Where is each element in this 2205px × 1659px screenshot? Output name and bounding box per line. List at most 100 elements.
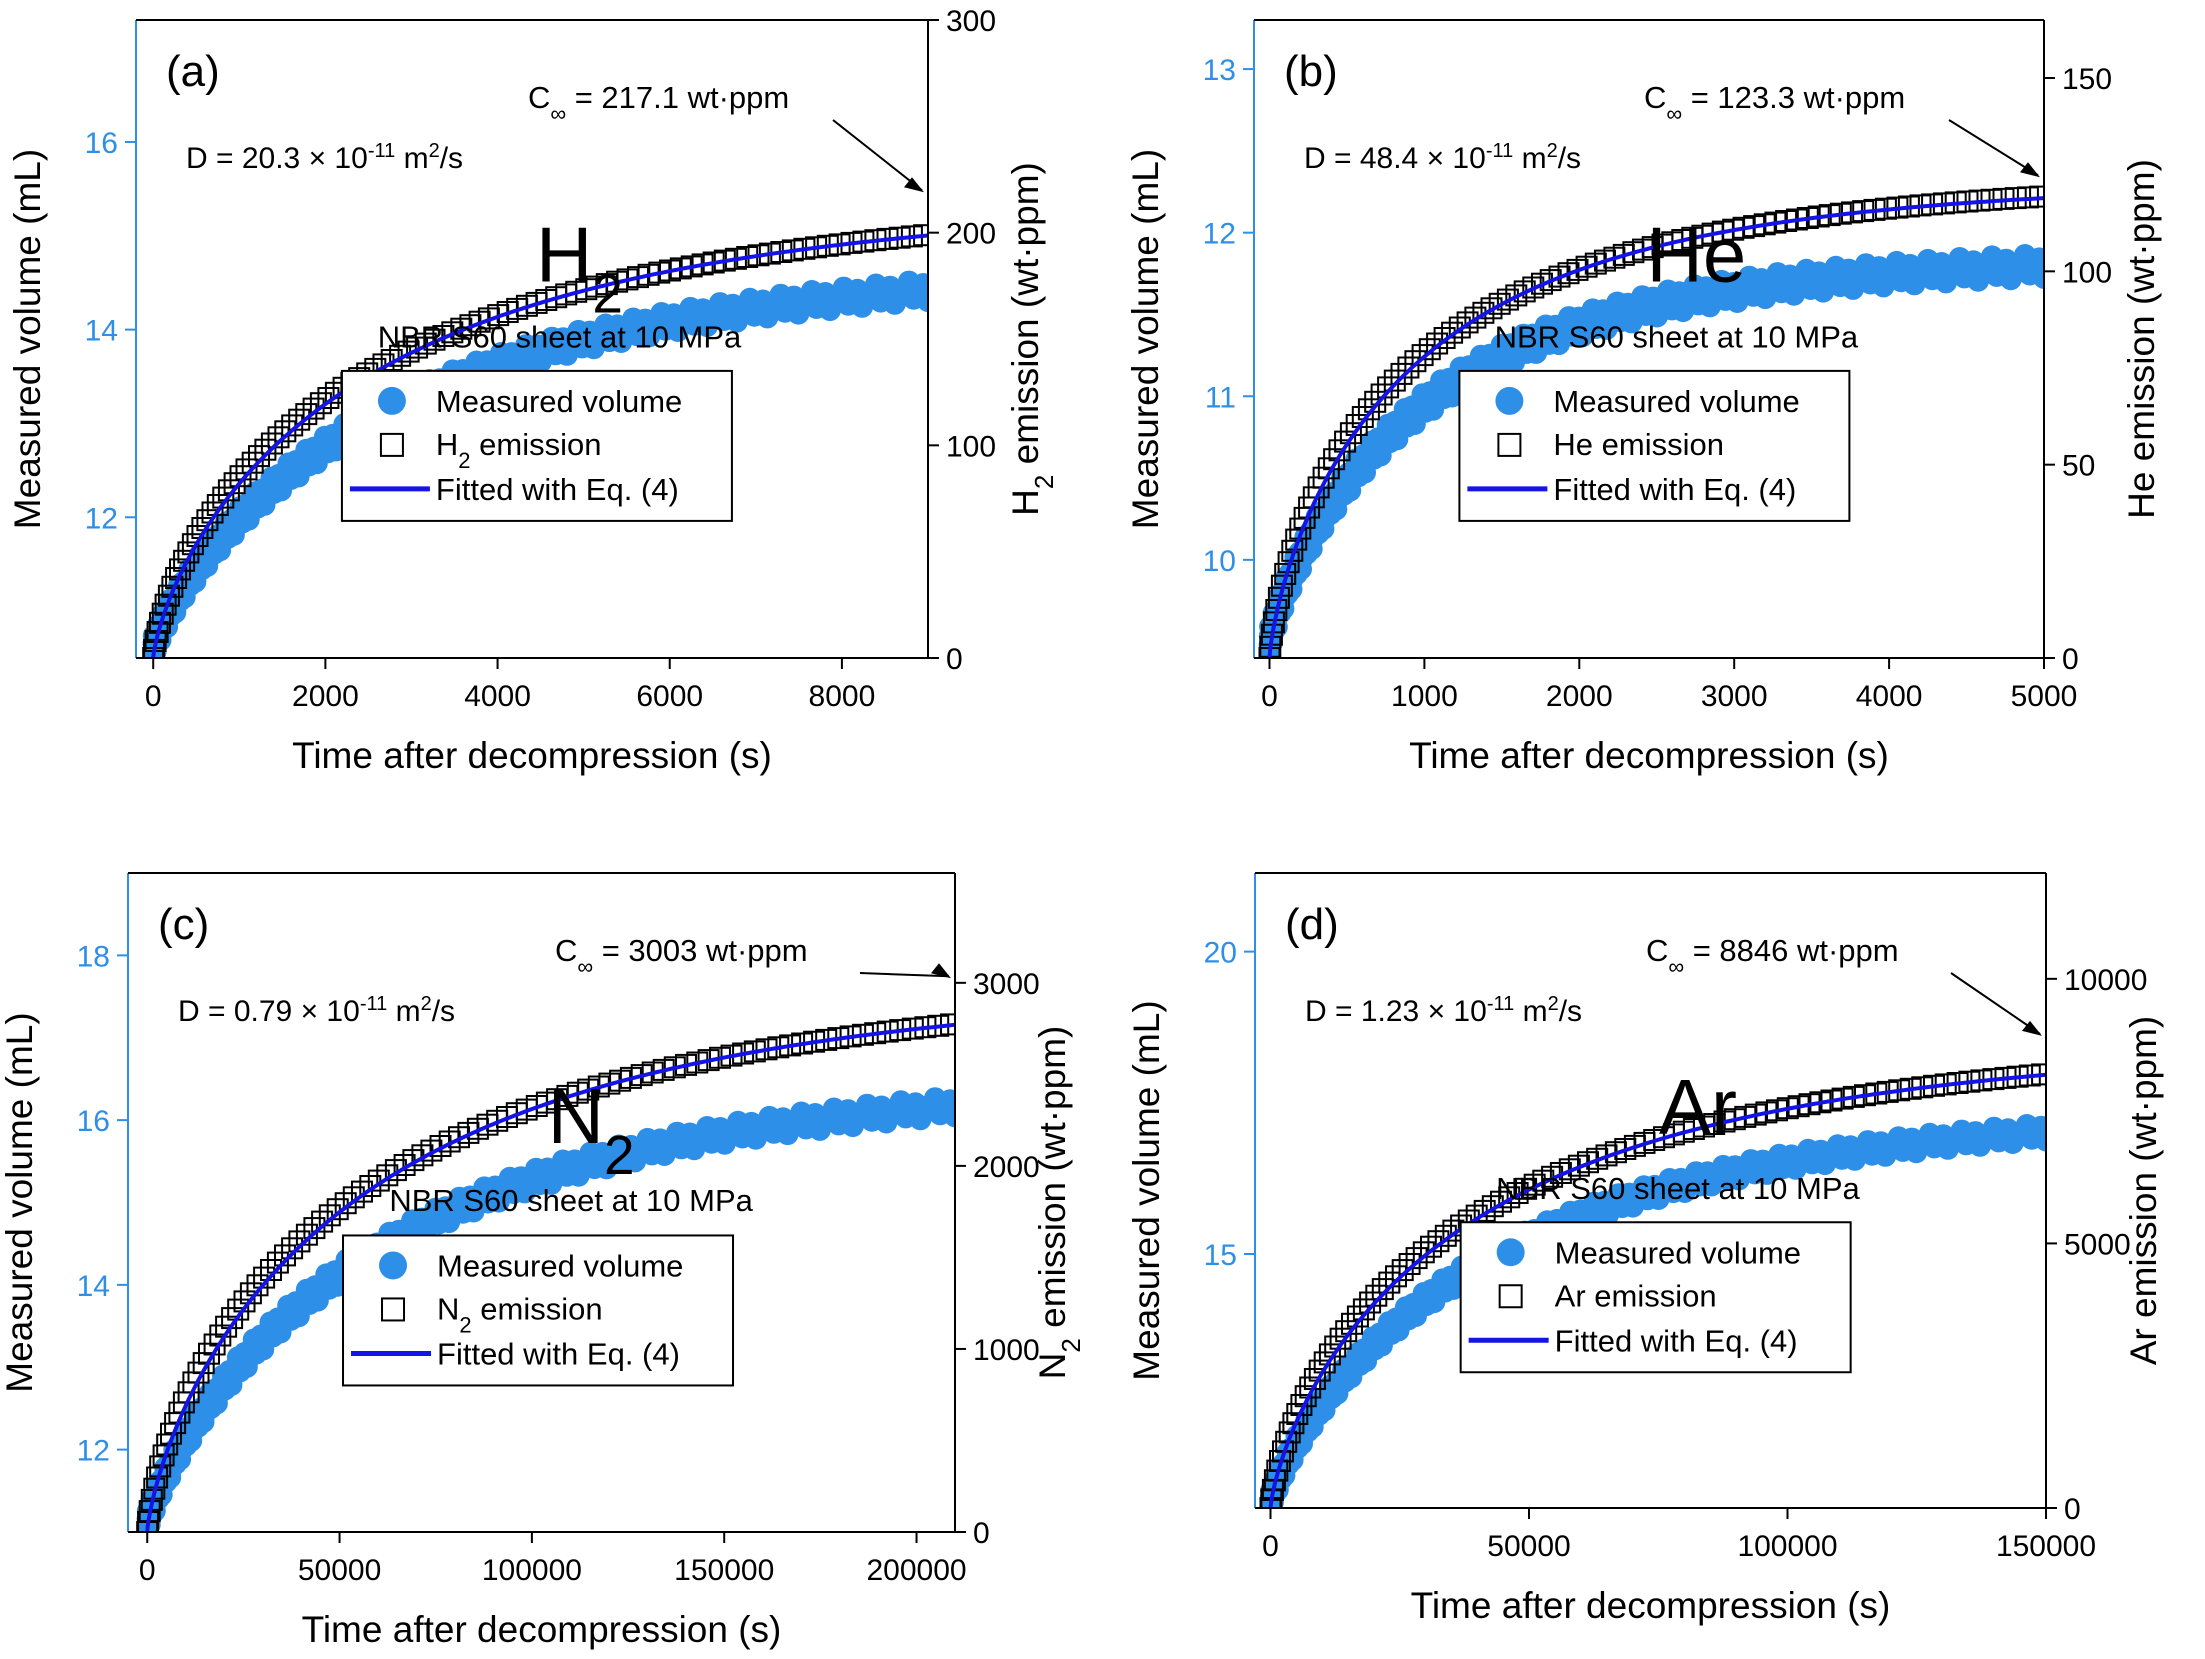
panel-label: (b) [1284, 47, 1338, 96]
emission-point [239, 1282, 262, 1305]
emission-point [1513, 280, 1536, 303]
x-tick-label: 0 [139, 1554, 156, 1587]
measured-volume-point [944, 1105, 955, 1128]
emission-point [260, 1259, 282, 1281]
emission-point [432, 325, 455, 347]
diffusivity-annotation: D = 0.79 × 10-11 m2/s [178, 993, 455, 1028]
legend-fit-label: Fitted with Eq. (4) [437, 1336, 680, 1371]
y-right-tick-label: 0 [946, 643, 963, 676]
y-right-tick-label: 150 [2062, 63, 2112, 96]
emission-point [2029, 185, 2044, 208]
diffusivity-annotation: D = 20.3 × 10-11 m2/s [186, 140, 463, 175]
c-infinity-arrowhead [2022, 1020, 2042, 1036]
y-right-tick-label: 100 [2062, 256, 2112, 289]
emission-point [212, 486, 235, 509]
y-left-tick-label: 18 [77, 940, 110, 973]
c-infinity-arrowhead [2020, 162, 2040, 178]
y-left-tick-label: 14 [85, 315, 118, 348]
y-right-axis-title: N2 emission (wt·ppm) [1032, 1026, 1086, 1380]
emission-point [1385, 1265, 1407, 1288]
x-axis-title: Time after decompression (s) [292, 735, 772, 776]
emission-point [1346, 1305, 1369, 1328]
y-left-tick-label: 13 [1203, 54, 1236, 87]
y-right-tick-label: 1000 [973, 1334, 1040, 1367]
x-tick-label: 2000 [292, 680, 359, 713]
legend-measured-marker [1495, 386, 1524, 415]
y-right-axis-title: H2 emission (wt·ppm) [1005, 162, 1059, 516]
emission-point [1523, 1173, 1546, 1196]
legend-emission-label: Ar emission [1555, 1278, 1717, 1313]
y-right-axis-title: He emission (wt·ppm) [2121, 159, 2162, 519]
measured-volume-point [917, 290, 928, 313]
emission-point [1383, 369, 1406, 392]
emission-point [1481, 1195, 1504, 1218]
y-right-tick-label: 3000 [973, 968, 1040, 1001]
emission-point [1397, 356, 1420, 379]
emission-point [1335, 1320, 1358, 1343]
measured-volume-point [2028, 247, 2044, 270]
y-right-tick-label: 0 [2064, 1493, 2081, 1526]
emission-point [1522, 276, 1545, 299]
y-right-tick-label: 300 [946, 5, 996, 38]
emission-point [1357, 398, 1380, 421]
emission-point [274, 1244, 296, 1267]
diffusivity-annotation: D = 1.23 × 10-11 m2/s [1305, 993, 1582, 1028]
c-infinity-arrow [1948, 119, 2039, 177]
y-left-axis-title: Measured volume (mL) [1125, 149, 1166, 529]
condition-label: NBR S60 sheet at 10 MPa [1495, 320, 1859, 355]
emission-point [311, 1210, 334, 1233]
x-tick-label: 0 [145, 680, 162, 713]
c-infinity-annotation: C∞ = 217.1 wt·ppm [528, 80, 789, 126]
panel-label: (a) [166, 47, 220, 96]
x-tick-label: 200000 [866, 1554, 966, 1587]
emission-point [342, 1186, 365, 1209]
measured-volume-point [2033, 266, 2044, 289]
emission-point [1377, 376, 1400, 399]
emission-point [1339, 422, 1362, 445]
emission-point [1404, 350, 1427, 373]
c-infinity-annotation: C∞ = 8846 wt·ppm [1646, 933, 1899, 979]
y-left-tick-label: 10 [1203, 545, 1236, 578]
x-tick-label: 0 [1262, 1530, 1279, 1563]
y-left-tick-label: 12 [1203, 218, 1236, 251]
emission-point [206, 494, 229, 516]
emission-point [281, 414, 304, 437]
emission-point [1359, 1291, 1382, 1314]
emission-point [1515, 1177, 1538, 1200]
chart-panel-d: 0 50000 100000 150000 15 20 0 5000 10000 Time aft… [1126, 872, 2164, 1626]
emission-point [1328, 439, 1351, 462]
c-infinity-annotation: C∞ = 123.3 wt·ppm [1644, 80, 1905, 126]
legend-emission-label: N2 emission [437, 1291, 603, 1337]
emission-point [217, 479, 240, 502]
emission-point [1496, 288, 1519, 311]
x-tick-label: 50000 [298, 1554, 381, 1587]
x-tick-label: 1000 [1391, 680, 1458, 713]
y-right-tick-label: 2000 [973, 1151, 1040, 1184]
y-right-tick-label: 100 [946, 430, 996, 463]
y-left-tick-label: 16 [77, 1105, 110, 1138]
panel-label: (c) [158, 900, 209, 949]
emission-point [223, 472, 246, 495]
emission-point [295, 1223, 318, 1246]
emission-point [288, 408, 311, 431]
emission-point [1488, 292, 1511, 315]
emission-point [1490, 1190, 1512, 1213]
y-left-tick-label: 12 [85, 502, 118, 535]
emission-point [1334, 430, 1357, 453]
y-left-tick-label: 12 [77, 1435, 110, 1468]
legend-measured-label: Measured volume [1555, 1235, 1801, 1270]
legend-box [340, 369, 733, 522]
legend-emission-marker [1498, 1284, 1523, 1309]
c-infinity-arrowhead [931, 963, 951, 979]
emission-point [1498, 1186, 1521, 1209]
x-tick-label: 100000 [1737, 1530, 1837, 1563]
legend-fit-label: Fitted with Eq. (4) [1555, 1323, 1798, 1358]
legend-fit-label: Fitted with Eq. (4) [1553, 472, 1796, 507]
emission-point [334, 1192, 357, 1215]
emission-point [266, 1251, 289, 1274]
panel-label: (d) [1285, 900, 1339, 949]
y-left-tick-label: 20 [1204, 937, 1237, 970]
emission-point [1341, 1312, 1363, 1335]
emission-point [1370, 383, 1393, 406]
